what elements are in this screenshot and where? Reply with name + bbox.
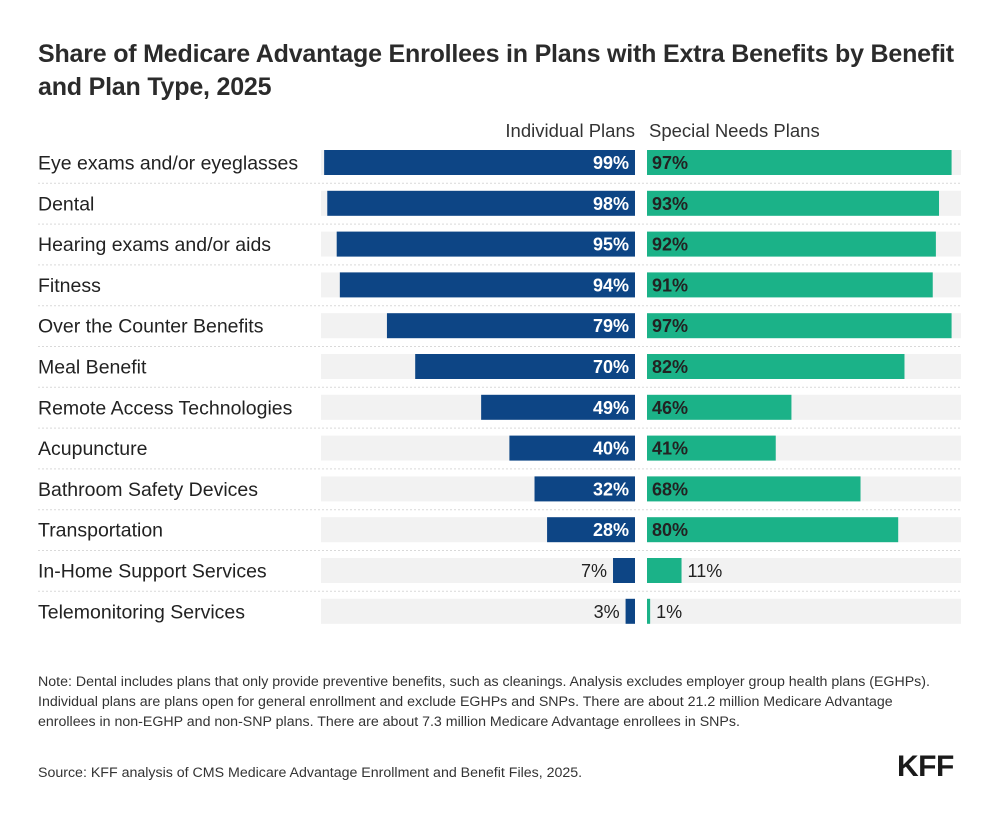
bar-individual bbox=[324, 150, 635, 175]
value-label-individual: 98% bbox=[593, 194, 629, 214]
value-label-snp: 91% bbox=[652, 275, 688, 295]
series-header-individual: Individual Plans bbox=[505, 120, 635, 141]
bar-chart: Individual Plans Special Needs Plans Eye e… bbox=[38, 120, 961, 624]
value-label-individual: 95% bbox=[593, 235, 629, 255]
category-label: Remote Access Technologies bbox=[38, 397, 293, 419]
bar-individual bbox=[509, 435, 635, 461]
value-label-snp: 97% bbox=[652, 153, 688, 173]
category-label: Acupuncture bbox=[38, 438, 148, 460]
bar-track-individual bbox=[321, 558, 635, 583]
bar-individual bbox=[386, 313, 635, 339]
category-label: Bathroom Safety Devices bbox=[38, 479, 258, 501]
bar-individual bbox=[336, 231, 635, 257]
bar-snp bbox=[647, 150, 952, 175]
series-header-snp: Special Needs Plans bbox=[649, 120, 820, 141]
category-label: Fitness bbox=[38, 275, 101, 297]
category-label: Hearing exams and/or aids bbox=[38, 234, 271, 256]
value-label-individual: 49% bbox=[593, 398, 629, 418]
value-label-snp: 80% bbox=[652, 520, 688, 540]
bar-snp bbox=[647, 476, 861, 502]
value-label-snp: 41% bbox=[652, 439, 688, 459]
category-label: Transportation bbox=[38, 520, 163, 542]
bar-individual bbox=[327, 190, 635, 216]
bar-snp bbox=[647, 517, 899, 543]
category-label: Telemonitoring Services bbox=[38, 601, 245, 623]
kff-logo: KFF bbox=[897, 750, 954, 783]
bar-individual bbox=[481, 394, 635, 420]
bar-individual bbox=[613, 558, 635, 583]
bar-track-snp bbox=[647, 558, 961, 583]
value-label-snp: 97% bbox=[652, 316, 688, 336]
category-label: Meal Benefit bbox=[38, 357, 147, 379]
bar-snp bbox=[647, 313, 952, 339]
value-label-individual: 99% bbox=[593, 153, 629, 173]
value-label-snp: 46% bbox=[652, 398, 688, 418]
chart-source: Source: KFF analysis of CMS Medicare Adv… bbox=[38, 765, 583, 781]
bar-snp bbox=[647, 354, 905, 379]
value-label-individual: 70% bbox=[593, 357, 629, 377]
category-label: In-Home Support Services bbox=[38, 561, 267, 583]
value-label-snp: 11% bbox=[688, 561, 723, 581]
bar-snp bbox=[647, 558, 682, 583]
bar-snp bbox=[647, 598, 651, 624]
value-label-individual: 94% bbox=[593, 275, 629, 295]
value-label-individual: 79% bbox=[593, 316, 629, 336]
bar-individual bbox=[415, 354, 635, 379]
value-label-snp: 92% bbox=[652, 235, 688, 255]
bar-individual bbox=[534, 476, 635, 502]
value-label-individual: 7% bbox=[581, 561, 607, 581]
value-label-snp: 68% bbox=[652, 479, 688, 499]
bar-track-snp bbox=[647, 598, 961, 624]
bar-snp bbox=[647, 435, 776, 461]
value-label-snp: 93% bbox=[652, 194, 688, 214]
category-label: Over the Counter Benefits bbox=[38, 316, 264, 338]
bar-snp bbox=[647, 190, 940, 216]
value-label-snp: 82% bbox=[652, 357, 688, 377]
value-label-individual: 32% bbox=[593, 479, 629, 499]
chart-note: Note: Dental includes plans that only pr… bbox=[38, 674, 930, 730]
value-label-individual: 40% bbox=[593, 439, 629, 459]
chart-title: Share of Medicare Advantage Enrollees in… bbox=[38, 40, 954, 101]
bar-snp bbox=[647, 272, 933, 298]
value-label-individual: 28% bbox=[593, 520, 629, 540]
bar-individual bbox=[547, 517, 635, 543]
value-label-snp: 1% bbox=[656, 602, 682, 622]
value-label-individual: 3% bbox=[594, 602, 620, 622]
bar-track-individual bbox=[321, 598, 635, 624]
bar-snp bbox=[647, 394, 792, 420]
category-label: Dental bbox=[38, 193, 94, 215]
bar-snp bbox=[647, 231, 936, 257]
category-label: Eye exams and/or eyeglasses bbox=[38, 153, 298, 175]
bar-individual bbox=[339, 272, 635, 298]
bar-individual bbox=[625, 598, 635, 624]
